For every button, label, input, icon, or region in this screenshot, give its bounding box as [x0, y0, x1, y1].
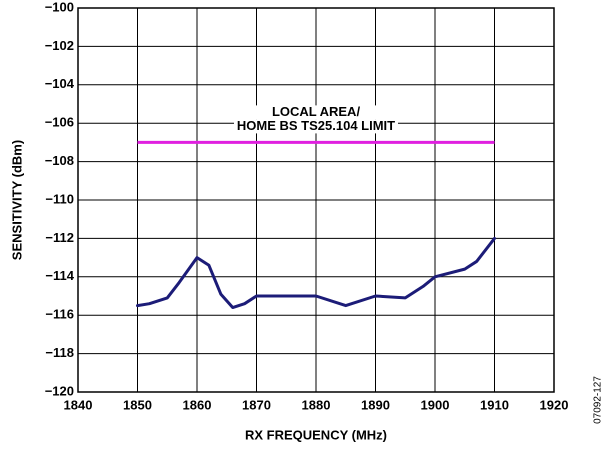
x-tick-label: 1880 — [302, 397, 331, 412]
y-tick-label: −114 — [45, 268, 74, 283]
x-tick-label: 1890 — [361, 397, 390, 412]
plot-frame — [77, 7, 555, 393]
y-tick-label: −102 — [45, 38, 74, 53]
x-tick-label: 1850 — [123, 397, 152, 412]
y-tick-label: −106 — [45, 115, 74, 130]
y-tick-label: −120 — [45, 383, 74, 398]
x-tick-label: 1900 — [421, 397, 450, 412]
x-tick-label: 1840 — [64, 397, 93, 412]
annotation-bg — [234, 119, 398, 134]
x-tick-label: 1920 — [540, 397, 569, 412]
y-tick-label: −112 — [45, 230, 74, 245]
y-tick-label: −104 — [45, 76, 75, 91]
y-tick-label: −100 — [45, 0, 74, 14]
y-tick-label: −118 — [45, 345, 74, 360]
x-axis-label: RX FREQUENCY (MHz) — [245, 427, 387, 442]
y-tick-label: −116 — [45, 307, 74, 322]
annotation: HOME BS TS25.104 LIMIT — [237, 118, 395, 133]
x-tick-label: 1870 — [242, 397, 271, 412]
x-tick-label: 1860 — [183, 397, 212, 412]
data-line — [136, 236, 496, 310]
y-tick-label: −108 — [45, 153, 74, 168]
x-tick-label: 1910 — [480, 397, 509, 412]
y-tick-label: −110 — [45, 191, 74, 206]
figure-code: 07092-127 — [593, 376, 604, 424]
y-axis-label: SENSITIVITY (dBm) — [9, 140, 24, 260]
annotation-bg — [234, 105, 398, 120]
annotation: LOCAL AREA/ — [272, 104, 361, 119]
